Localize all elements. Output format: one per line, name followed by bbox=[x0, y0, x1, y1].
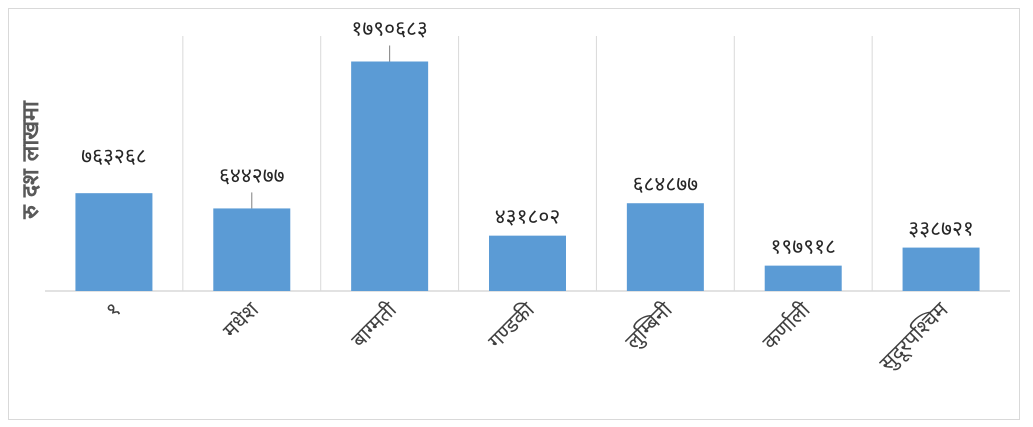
data-label: ३३८७२१ bbox=[908, 217, 974, 241]
bar bbox=[213, 208, 291, 291]
gridlines bbox=[182, 36, 873, 291]
data-label: ६८४८७७ bbox=[633, 172, 699, 196]
x-tick-label: मधेश bbox=[218, 297, 264, 343]
data-label: १९७९१८ bbox=[770, 235, 836, 259]
data-label: ४३१८०२ bbox=[495, 205, 561, 229]
bar bbox=[351, 61, 429, 291]
data-labels: ७६३२६८ ६४४२७७ १७९०६८३ ४३१८०२ ६८४८७७ १९७९१८ ३३८… bbox=[81, 17, 974, 259]
bar bbox=[626, 203, 704, 291]
x-tick-label: सुदूरपश्चिम bbox=[875, 297, 955, 377]
bar bbox=[489, 235, 566, 291]
y-axis-label: रु दश लाखमा bbox=[18, 100, 44, 220]
bar bbox=[75, 193, 153, 291]
bars bbox=[75, 61, 980, 291]
x-tick-label: कर्णाली bbox=[758, 297, 815, 354]
data-label: ७६३२६८ bbox=[81, 144, 147, 168]
x-tick-label: १ bbox=[101, 298, 126, 323]
data-label: १७९०६८३ bbox=[351, 17, 427, 41]
bar bbox=[902, 247, 980, 291]
x-tick-label: बाग्मती bbox=[347, 297, 402, 352]
x-tick-label: गण्डकी bbox=[483, 297, 539, 353]
x-tick-label: लुम्बिनी bbox=[621, 297, 678, 354]
bar bbox=[764, 265, 842, 291]
data-label: ६४४२७७ bbox=[219, 163, 285, 187]
x-tick-labels: १ मधेश बाग्मती गण्डकी लुम्बिनी कर्णाली सुदूरपश… bbox=[101, 297, 955, 377]
chart-frame bbox=[8, 8, 1020, 420]
